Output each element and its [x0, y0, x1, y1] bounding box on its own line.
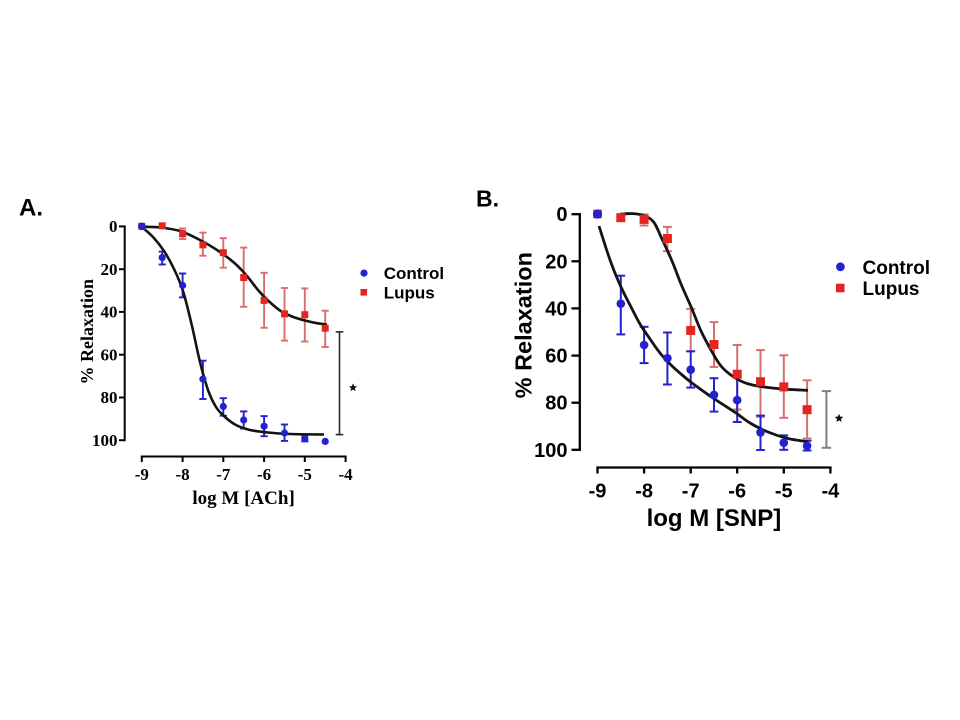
- svg-text:-8: -8: [635, 480, 653, 502]
- svg-text:Control: Control: [384, 264, 444, 283]
- svg-text:100: 100: [92, 431, 118, 450]
- svg-text:-4: -4: [822, 480, 841, 502]
- svg-text:100: 100: [534, 440, 567, 462]
- svg-text:B.: B.: [476, 185, 499, 211]
- svg-text:60: 60: [545, 346, 567, 368]
- svg-text:-9: -9: [135, 465, 149, 484]
- svg-text:0: 0: [556, 204, 567, 226]
- svg-text:0: 0: [109, 217, 118, 236]
- svg-text:log M [ACh]: log M [ACh]: [192, 488, 294, 509]
- svg-text:60: 60: [101, 345, 118, 364]
- svg-text:40: 40: [101, 303, 118, 322]
- svg-text:A.: A.: [19, 195, 43, 222]
- svg-text:-6: -6: [257, 465, 271, 484]
- svg-text:Lupus: Lupus: [863, 279, 920, 300]
- svg-text:-4: -4: [339, 465, 354, 484]
- svg-text:-7: -7: [216, 465, 231, 484]
- svg-text:80: 80: [101, 388, 118, 407]
- svg-text:20: 20: [545, 251, 567, 273]
- svg-text:80: 80: [545, 393, 567, 415]
- svg-text:-7: -7: [682, 480, 700, 502]
- svg-text:-6: -6: [728, 480, 746, 502]
- svg-text:-5: -5: [775, 480, 793, 502]
- svg-text:20: 20: [101, 260, 118, 279]
- svg-text:-5: -5: [298, 465, 312, 484]
- svg-text:-9: -9: [589, 480, 607, 502]
- svg-text:-8: -8: [176, 465, 190, 484]
- svg-text:40: 40: [545, 298, 567, 320]
- svg-text:% Relaxation: % Relaxation: [77, 279, 97, 385]
- svg-text:Control: Control: [863, 258, 931, 279]
- svg-text:% Relaxation: % Relaxation: [511, 252, 537, 398]
- svg-text:log M [SNP]: log M [SNP]: [647, 505, 782, 532]
- svg-text:Lupus: Lupus: [384, 283, 435, 302]
